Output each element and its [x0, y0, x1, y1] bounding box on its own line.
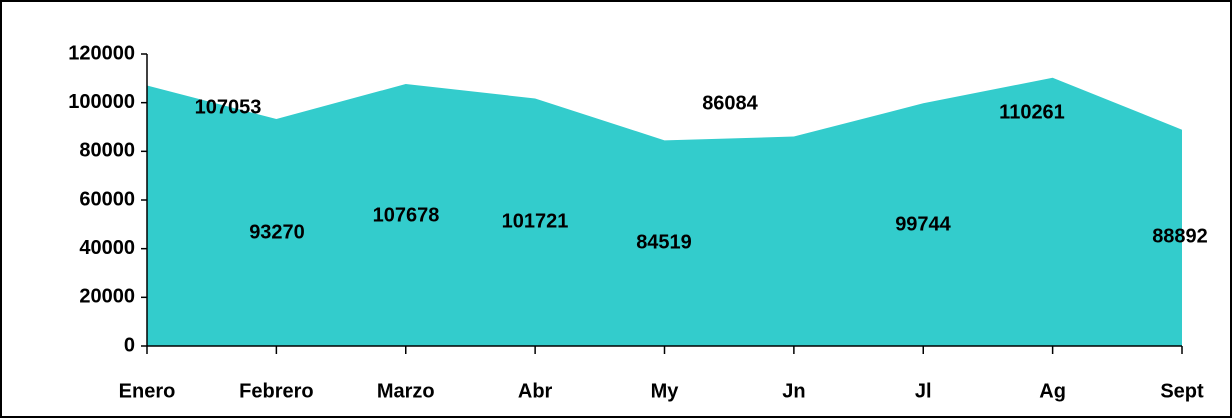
y-tick-label: 80000 — [79, 140, 135, 162]
x-tick-label: Jn — [782, 380, 805, 402]
x-tick-label: Enero — [119, 380, 176, 402]
data-label: 84519 — [636, 231, 692, 253]
y-tick-label: 120000 — [68, 42, 135, 64]
data-label: 107053 — [195, 96, 262, 118]
x-tick-label: Marzo — [377, 380, 435, 402]
area — [147, 77, 1182, 346]
data-label: 88892 — [1152, 225, 1208, 247]
x-tick-label: Sept — [1160, 380, 1204, 402]
x-tick-label: My — [651, 380, 680, 402]
data-label: 110261 — [999, 101, 1065, 123]
y-tick-label: 60000 — [79, 188, 135, 210]
data-label: 99744 — [895, 213, 951, 235]
x-tick-label: Abr — [518, 380, 553, 402]
y-tick-label: 40000 — [79, 237, 135, 259]
y-tick-label: 0 — [124, 334, 135, 356]
y-tick-label: 20000 — [79, 286, 135, 308]
y-tick-label: 100000 — [68, 91, 135, 113]
data-label: 101721 — [502, 210, 569, 232]
data-label: 93270 — [249, 221, 305, 243]
x-tick-label: Ag — [1039, 380, 1066, 402]
x-tick-label: Jl — [915, 380, 932, 402]
data-label: 86084 — [702, 92, 758, 114]
x-tick-label: Febrero — [239, 380, 313, 402]
data-label: 107678 — [373, 204, 440, 226]
